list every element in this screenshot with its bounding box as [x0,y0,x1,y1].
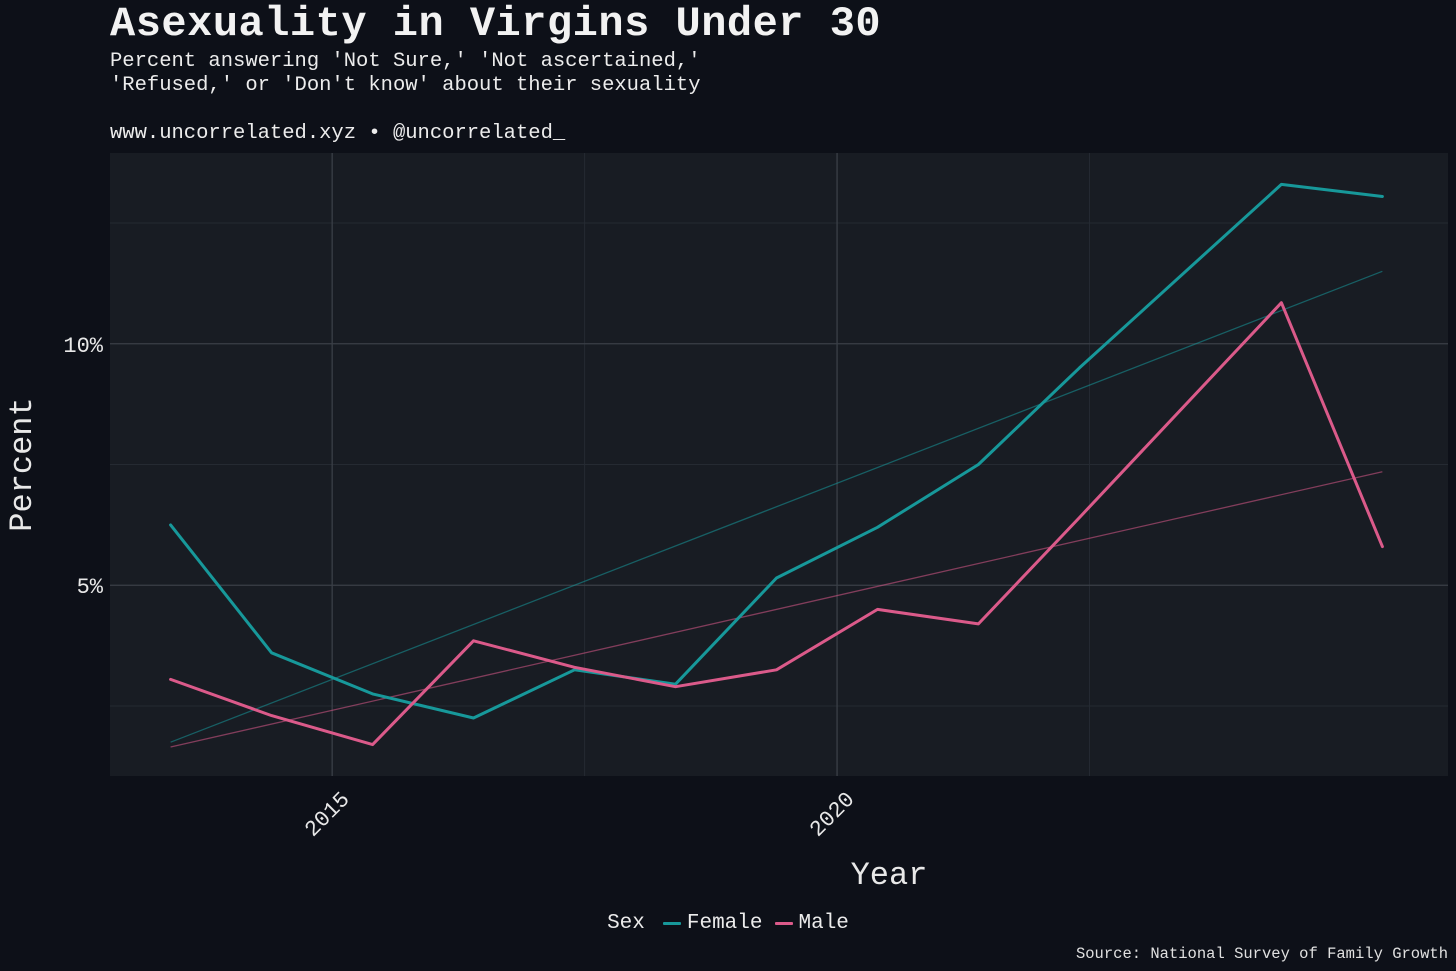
x-tick-label: 2015 [300,787,355,842]
y-tick-label: 5% [77,575,104,600]
x-axis-title: Year [851,857,928,894]
source-caption: Source: National Survey of Family Growth [1075,945,1448,963]
legend-title: Sex [607,912,645,935]
legend-item-female: Female [662,912,763,935]
legend-swatch-female [662,922,681,925]
trend-line-male [170,471,1383,748]
series-line-male [169,301,1384,747]
x-tick-label: 2020 [805,787,860,842]
chart-subtitle: Percent answering 'Not Sure,' 'Not ascer… [110,50,701,98]
legend-item-male: Male [774,912,849,935]
legend-label-male: Male [798,912,849,935]
y-tick-label: 10% [63,334,103,359]
chart-title: Asexuality in Virgins Under 30 [110,0,882,48]
trend-line-female [170,270,1383,743]
chart-credit: www.uncorrelated.xyz • @uncorrelated_ [110,122,566,145]
legend: Sex Female Male [0,912,1456,935]
series-line-female [169,182,1384,720]
subtitle-line-1: Percent answering 'Not Sure,' 'Not ascer… [110,50,701,73]
legend-swatch-male [774,922,793,925]
subtitle-line-2: 'Refused,' or 'Don't know' about their s… [110,74,701,97]
y-axis-title: Percent [4,397,41,531]
legend-label-female: Female [686,912,763,935]
